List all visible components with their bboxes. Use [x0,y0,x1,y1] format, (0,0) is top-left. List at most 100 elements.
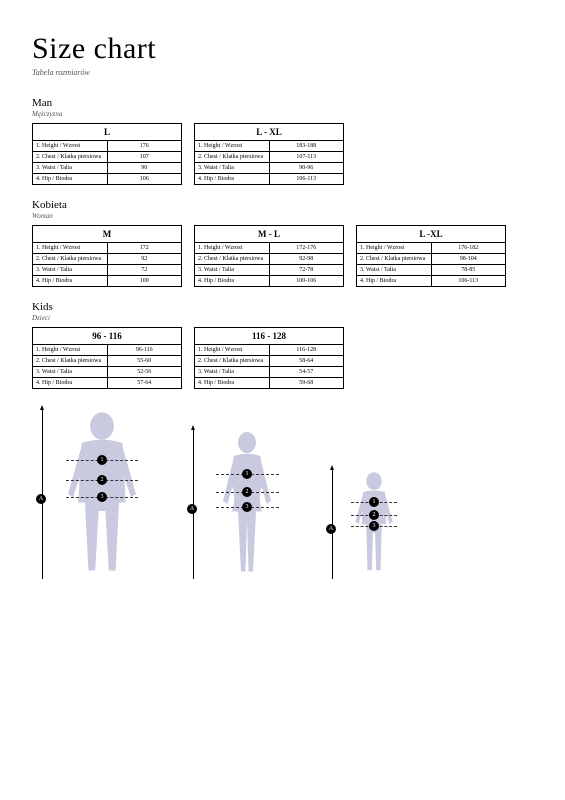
row-label: 1. Height / Wzrost [357,243,432,254]
row-value: 59-68 [269,378,344,389]
row-value: 92 [107,254,182,265]
table-header: L -XL [357,226,506,243]
row-label: 3. Waist / Talia [357,265,432,276]
row-label: 2. Chest / Klatka piersiowa [357,254,432,265]
table-row: 4. Hip / Biodra106-113 [195,174,344,185]
row-value: 90-96 [269,163,344,174]
row-value: 106 [107,174,182,185]
row-label: 2. Chest / Klatka piersiowa [33,254,108,265]
measure-dot: 3 [242,502,252,512]
figures-row: A 123A 123A 123 [32,409,533,579]
row-label: 4. Hip / Biodra [357,276,432,287]
figure-wrap: A 1 2 3 [42,409,153,579]
table-row: 1. Height / Wzrost176 [33,141,182,152]
table-row: 3. Waist / Talia52-56 [33,367,182,378]
tables-row: L1. Height / Wzrost1762. Chest / Klatka … [32,123,533,185]
row-value: 57-64 [107,378,182,389]
tables-row: M1. Height / Wzrost1722. Chest / Klatka … [32,225,533,287]
section-subheading: Dzieci [32,314,533,322]
table-row: 1. Height / Wzrost116-128 [195,345,344,356]
row-label: 3. Waist / Talia [195,163,270,174]
row-label: 2. Chest / Klatka piersiowa [33,152,108,163]
row-value: 172 [107,243,182,254]
row-label: 4. Hip / Biodra [33,378,108,389]
table-row: 3. Waist / Talia54-57 [195,367,344,378]
table-header: M [33,226,182,243]
row-label: 3. Waist / Talia [195,265,270,276]
row-label: 3. Waist / Talia [33,163,108,174]
table-row: 3. Waist / Talia90-96 [195,163,344,174]
page-subtitle: Tabela rozmiarów [32,68,533,77]
row-label: 4. Hip / Biodra [33,174,108,185]
table-row: 2. Chest / Klatka piersiowa92-98 [195,254,344,265]
row-value: 172-176 [269,243,344,254]
size-table: 96 - 1161. Height / Wzrost96-1162. Chest… [32,327,182,389]
section-heading: Kids [32,301,533,313]
table-row: 4. Hip / Biodra106 [33,174,182,185]
table-row: 2. Chest / Klatka piersiowa55-60 [33,356,182,367]
table-row: 4. Hip / Biodra106-113 [357,276,506,287]
row-value: 106-113 [431,276,506,287]
section: ManMężczyznaL1. Height / Wzrost1762. Che… [32,97,533,185]
measure-dot: 2 [369,510,379,520]
table-row: 4. Hip / Biodra59-68 [195,378,344,389]
table-row: 1. Height / Wzrost172-176 [195,243,344,254]
section-subheading: Woman [32,212,533,220]
figure-wrap: A 1 2 3 [193,429,292,579]
row-label: 3. Waist / Talia [33,265,108,276]
table-row: 2. Chest / Klatka piersiowa107-113 [195,152,344,163]
row-value: 107-113 [269,152,344,163]
silhouette: 1 23 [341,469,407,579]
row-label: 2. Chest / Klatka piersiowa [33,356,108,367]
size-table: M - L1. Height / Wzrost172-1762. Chest /… [194,225,344,287]
height-arrow: A [193,429,194,579]
table-header: M - L [195,226,344,243]
tables-row: 96 - 1161. Height / Wzrost96-1162. Chest… [32,327,533,389]
arrow-label: A [36,494,46,504]
measure-dot: 3 [97,492,107,502]
table-header: 116 - 128 [195,328,344,345]
row-label: 1. Height / Wzrost [33,141,108,152]
sections-container: ManMężczyznaL1. Height / Wzrost1762. Che… [32,97,533,389]
size-table: L - XL1. Height / Wzrost183-1882. Chest … [194,123,344,185]
row-value: 183-188 [269,141,344,152]
size-table: L -XL1. Height / Wzrost176-1822. Chest /… [356,225,506,287]
table-row: 3. Waist / Talia78-85 [357,265,506,276]
measure-dot: 3 [369,521,379,531]
row-value: 90 [107,163,182,174]
row-value: 107 [107,152,182,163]
row-label: 3. Waist / Talia [195,367,270,378]
row-value: 72-78 [269,265,344,276]
row-label: 1. Height / Wzrost [33,345,108,356]
row-label: 1. Height / Wzrost [33,243,108,254]
table-row: 3. Waist / Talia90 [33,163,182,174]
table-row: 1. Height / Wzrost176-182 [357,243,506,254]
table-header: 96 - 116 [33,328,182,345]
size-table: M1. Height / Wzrost1722. Chest / Klatka … [32,225,182,287]
row-value: 58-64 [269,356,344,367]
measure-dot: 1 [97,455,107,465]
section-heading: Kobieta [32,199,533,211]
row-value: 176-182 [431,243,506,254]
silhouette: 1 2 3 [51,409,153,579]
measure-dot: 1 [369,497,379,507]
measure-dot: 2 [242,487,252,497]
size-table: L1. Height / Wzrost1762. Chest / Klatka … [32,123,182,185]
page-title: Size chart [32,32,533,66]
table-row: 2. Chest / Klatka piersiowa58-64 [195,356,344,367]
size-table: 116 - 1281. Height / Wzrost116-1282. Che… [194,327,344,389]
table-row: 4. Hip / Biodra100-106 [195,276,344,287]
table-header: L - XL [195,124,344,141]
row-value: 96-116 [107,345,182,356]
row-label: 1. Height / Wzrost [195,141,270,152]
row-value: 78-85 [431,265,506,276]
row-value: 72 [107,265,182,276]
table-row: 1. Height / Wzrost183-188 [195,141,344,152]
section: KidsDzieci 96 - 1161. Height / Wzrost96-1… [32,301,533,389]
measure-dot: 1 [242,469,252,479]
section: KobietaWomanM1. Height / Wzrost1722. Che… [32,199,533,287]
measure-dot: 2 [97,475,107,485]
height-arrow: A [42,409,43,579]
table-row: 3. Waist / Talia72-78 [195,265,344,276]
row-value: 116-128 [269,345,344,356]
